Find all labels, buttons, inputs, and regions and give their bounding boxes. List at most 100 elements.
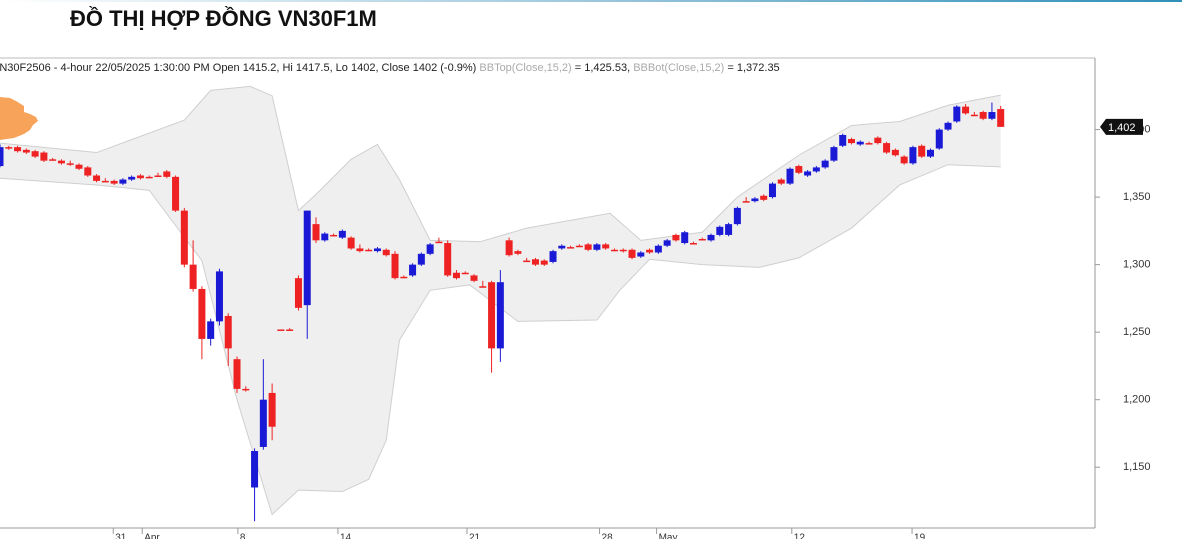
candle-body <box>57 160 65 164</box>
band-line <box>0 85 1001 243</box>
candle-body <box>31 151 39 157</box>
candle-body <box>926 149 934 157</box>
candle-body <box>49 159 57 161</box>
candle-body <box>128 176 136 180</box>
candle-body <box>93 175 101 181</box>
candle-body <box>593 244 601 250</box>
info-line: VN30F2506 - 4-hour 22/05/2025 1:30:00 PM… <box>0 62 780 74</box>
candle-body <box>681 232 689 244</box>
y-tick-label: 1,250 <box>1123 326 1151 338</box>
candle-body <box>136 175 144 179</box>
candle-body <box>452 272 460 279</box>
x-tick-label: 21 <box>469 533 481 539</box>
candle-body <box>970 114 978 117</box>
y-tick-label: 1,150 <box>1123 461 1151 473</box>
candle-body <box>268 392 276 427</box>
candle-body <box>602 244 610 249</box>
candle-body <box>233 359 241 389</box>
candle-body <box>172 176 180 211</box>
candle-body <box>567 247 575 249</box>
candle-body <box>373 248 381 252</box>
candle-body <box>953 106 961 122</box>
candle-body <box>865 143 873 145</box>
candle-body <box>312 224 320 241</box>
candle-body <box>777 179 785 184</box>
candle-body <box>900 156 908 164</box>
candle-body <box>663 240 671 246</box>
candle-body <box>330 234 338 237</box>
candle-body <box>979 112 987 119</box>
candle-body <box>874 137 882 144</box>
candle-body <box>540 260 548 265</box>
y-tick-label: 1,350 <box>1123 191 1151 203</box>
candle-body <box>847 139 855 144</box>
candle-body <box>549 251 557 262</box>
candle-body <box>935 129 943 149</box>
candle-body <box>14 147 22 152</box>
candle-body <box>347 237 355 249</box>
candle-body <box>409 264 417 276</box>
candle-body <box>75 164 83 169</box>
candle-body <box>646 249 654 253</box>
candle-body <box>479 286 487 288</box>
candle-body <box>575 245 583 248</box>
candle-body <box>286 329 294 331</box>
candle-body <box>725 224 733 235</box>
y-tick-label: 1,300 <box>1123 259 1151 271</box>
candle-body <box>628 249 636 258</box>
candle-body <box>0 147 4 167</box>
candle-body <box>514 251 522 254</box>
candle-body <box>909 147 917 164</box>
candle-body <box>242 388 250 391</box>
band-line <box>0 164 1001 516</box>
candle-body <box>101 180 109 183</box>
y-tick-label: 1,200 <box>1123 394 1151 406</box>
candle-body <box>470 275 478 281</box>
candle-body <box>988 112 996 119</box>
candle-body <box>786 168 794 184</box>
candle-body <box>804 171 812 176</box>
candle-body <box>672 234 680 241</box>
candle-body <box>531 259 539 265</box>
candle-body <box>215 271 223 322</box>
candle-body <box>523 260 531 263</box>
candle-body <box>584 244 592 250</box>
chart-title: ĐỒ THỊ HỢP ĐỒNG VN30F1M <box>70 6 377 31</box>
candle-body <box>619 249 627 252</box>
candle-body <box>505 240 513 256</box>
legend-entry: BBTop(Close,15,2) <box>479 62 571 74</box>
x-tick-label: 14 <box>340 533 352 539</box>
candle-body <box>795 166 803 173</box>
candle-body <box>716 226 724 235</box>
candle-body <box>496 282 504 349</box>
candle-body <box>610 249 618 252</box>
candle-body <box>338 230 346 238</box>
candle-body <box>110 180 118 184</box>
candle-body <box>84 167 92 176</box>
candle-body <box>224 315 232 349</box>
candle-body <box>417 253 425 265</box>
candle-body <box>707 234 715 241</box>
candle-body <box>689 243 697 245</box>
candle-body <box>154 175 162 177</box>
candle-body <box>391 253 399 279</box>
candle-body <box>40 152 48 161</box>
candle-body <box>883 143 891 153</box>
candle-body <box>356 248 364 252</box>
band-readout: = 1,425.53, <box>575 62 630 74</box>
candle-body <box>698 238 706 241</box>
x-tick-label: 31 <box>115 533 127 539</box>
candle-body <box>251 451 259 488</box>
candle-body <box>259 399 267 447</box>
candle-body <box>856 141 864 145</box>
candle-body <box>830 147 838 161</box>
candle-body <box>303 210 311 306</box>
candle-body <box>444 243 452 276</box>
candle-body <box>891 149 899 156</box>
candle-body <box>189 264 197 289</box>
candle-body <box>812 167 820 172</box>
candle-body <box>180 210 188 265</box>
candle-body <box>277 329 285 331</box>
candle-body <box>382 249 390 256</box>
candle-body <box>558 245 566 249</box>
